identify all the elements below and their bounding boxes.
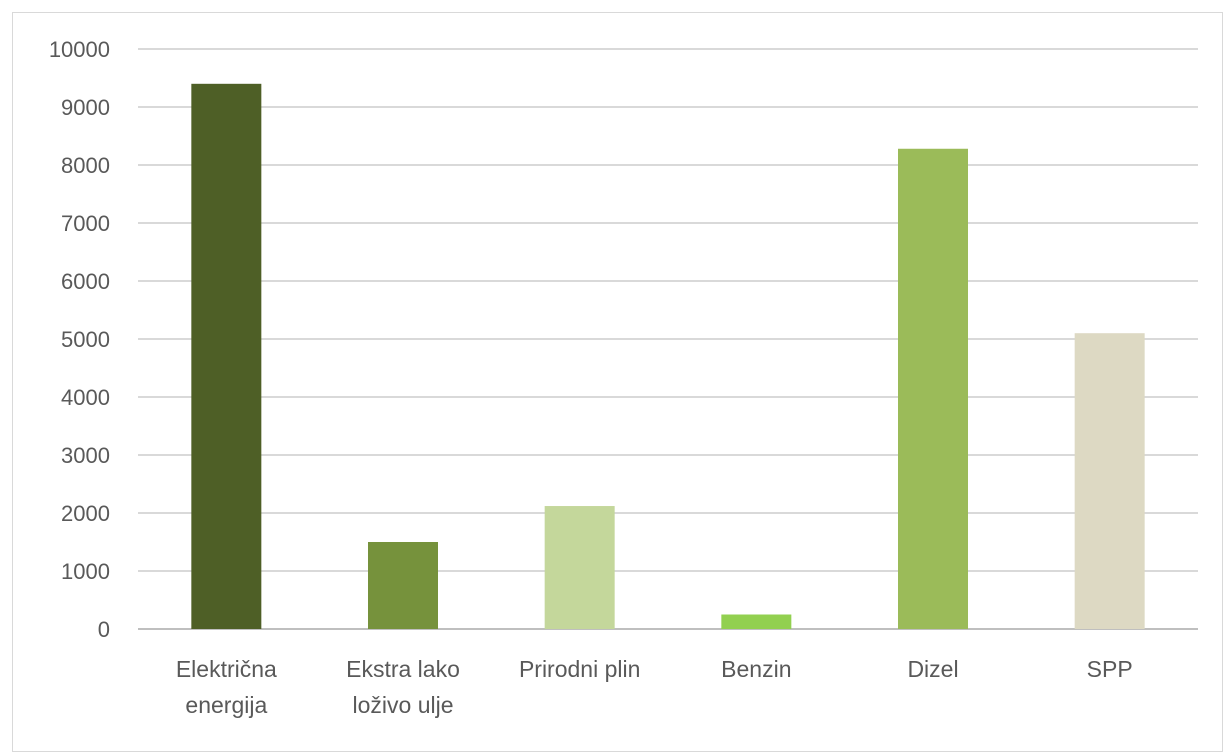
x-tick-label-line: Ekstra lako	[346, 656, 460, 682]
x-tick-label: Prirodni plin	[519, 656, 640, 682]
x-tick-label-line: Električna	[176, 656, 277, 682]
bar	[544, 506, 615, 629]
x-tick-label-line: Prirodni plin	[519, 656, 640, 682]
gridlines	[138, 48, 1198, 630]
bar	[898, 148, 968, 629]
x-tick-label-line: energija	[185, 692, 267, 718]
y-tick-label: 5000	[61, 327, 110, 352]
y-tick-label: 9000	[61, 95, 110, 120]
y-tick-label: 7000	[61, 211, 110, 236]
x-tick-label: Dizel	[907, 656, 958, 682]
bar	[721, 614, 792, 629]
x-tick-label-line: Dizel	[907, 656, 958, 682]
x-tick-label-line: loživo ulje	[353, 692, 454, 718]
y-tick-label: 1000	[61, 559, 110, 584]
y-tick-label: 2000	[61, 501, 110, 526]
bars	[191, 83, 1145, 630]
y-tick-label: 4000	[61, 385, 110, 410]
y-tick-label: 6000	[61, 269, 110, 294]
y-tick-label: 0	[98, 617, 110, 642]
x-tick-label: Električna energija	[176, 656, 277, 718]
x-tick-label-line: Benzin	[721, 656, 791, 682]
x-tick-label: Ekstra lako loživo ulje	[346, 656, 460, 718]
x-tick-label: SPP	[1087, 656, 1133, 682]
bar	[1074, 333, 1145, 629]
y-tick-label: 3000	[61, 443, 110, 468]
x-axis-labels: Električna energija Ekstra lako loživo ulje…	[176, 656, 1133, 718]
y-tick-label: 8000	[61, 153, 110, 178]
x-tick-label: Benzin	[721, 656, 791, 682]
bar	[368, 542, 438, 629]
bar	[191, 83, 262, 630]
y-tick-label: 10000	[49, 37, 110, 62]
x-tick-label-line: SPP	[1087, 656, 1133, 682]
y-axis-ticks: 0 1000 2000 3000 4000 5000 6000 7000 8000 9000 100…	[49, 37, 110, 642]
